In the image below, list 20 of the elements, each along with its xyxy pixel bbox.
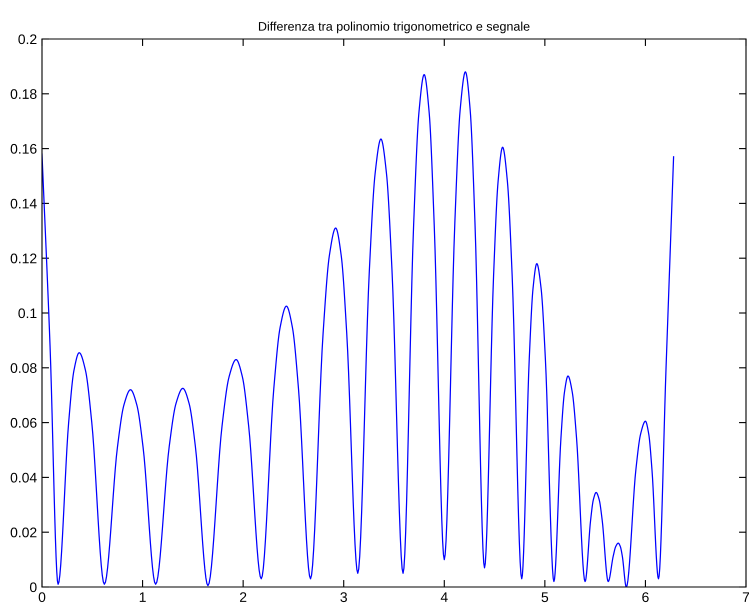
y-tick-label: 0.14: [10, 198, 37, 209]
y-tick-label: 0.12: [10, 254, 36, 264]
y-tick-label: 0.18: [10, 89, 37, 99]
y-tick-label: 0.1: [18, 308, 36, 318]
x-tick-label: 3: [340, 592, 347, 602]
y-tick-label: 0.06: [10, 418, 37, 428]
y-tick-label: 0.02: [10, 528, 36, 538]
y-tick-label: 0.16: [10, 144, 37, 154]
y-tick-label: 0.2: [18, 34, 36, 44]
x-tick-label: 0: [38, 592, 46, 602]
x-tick-label: 2: [240, 592, 246, 602]
y-tick-label: 0: [30, 582, 37, 592]
x-tick-label: 7: [742, 592, 749, 602]
x-tick-label: 4: [440, 592, 448, 602]
x-tick-label: 1: [140, 592, 146, 602]
y-tick-label: 0.08: [10, 363, 37, 373]
x-tick-label: 6: [642, 592, 649, 602]
x-tick-label: 5: [542, 592, 548, 602]
y-tick-label: 0.04: [10, 472, 37, 483]
chart-title: Differenza tra polinomio trigonometrico e segnale: [258, 22, 530, 34]
